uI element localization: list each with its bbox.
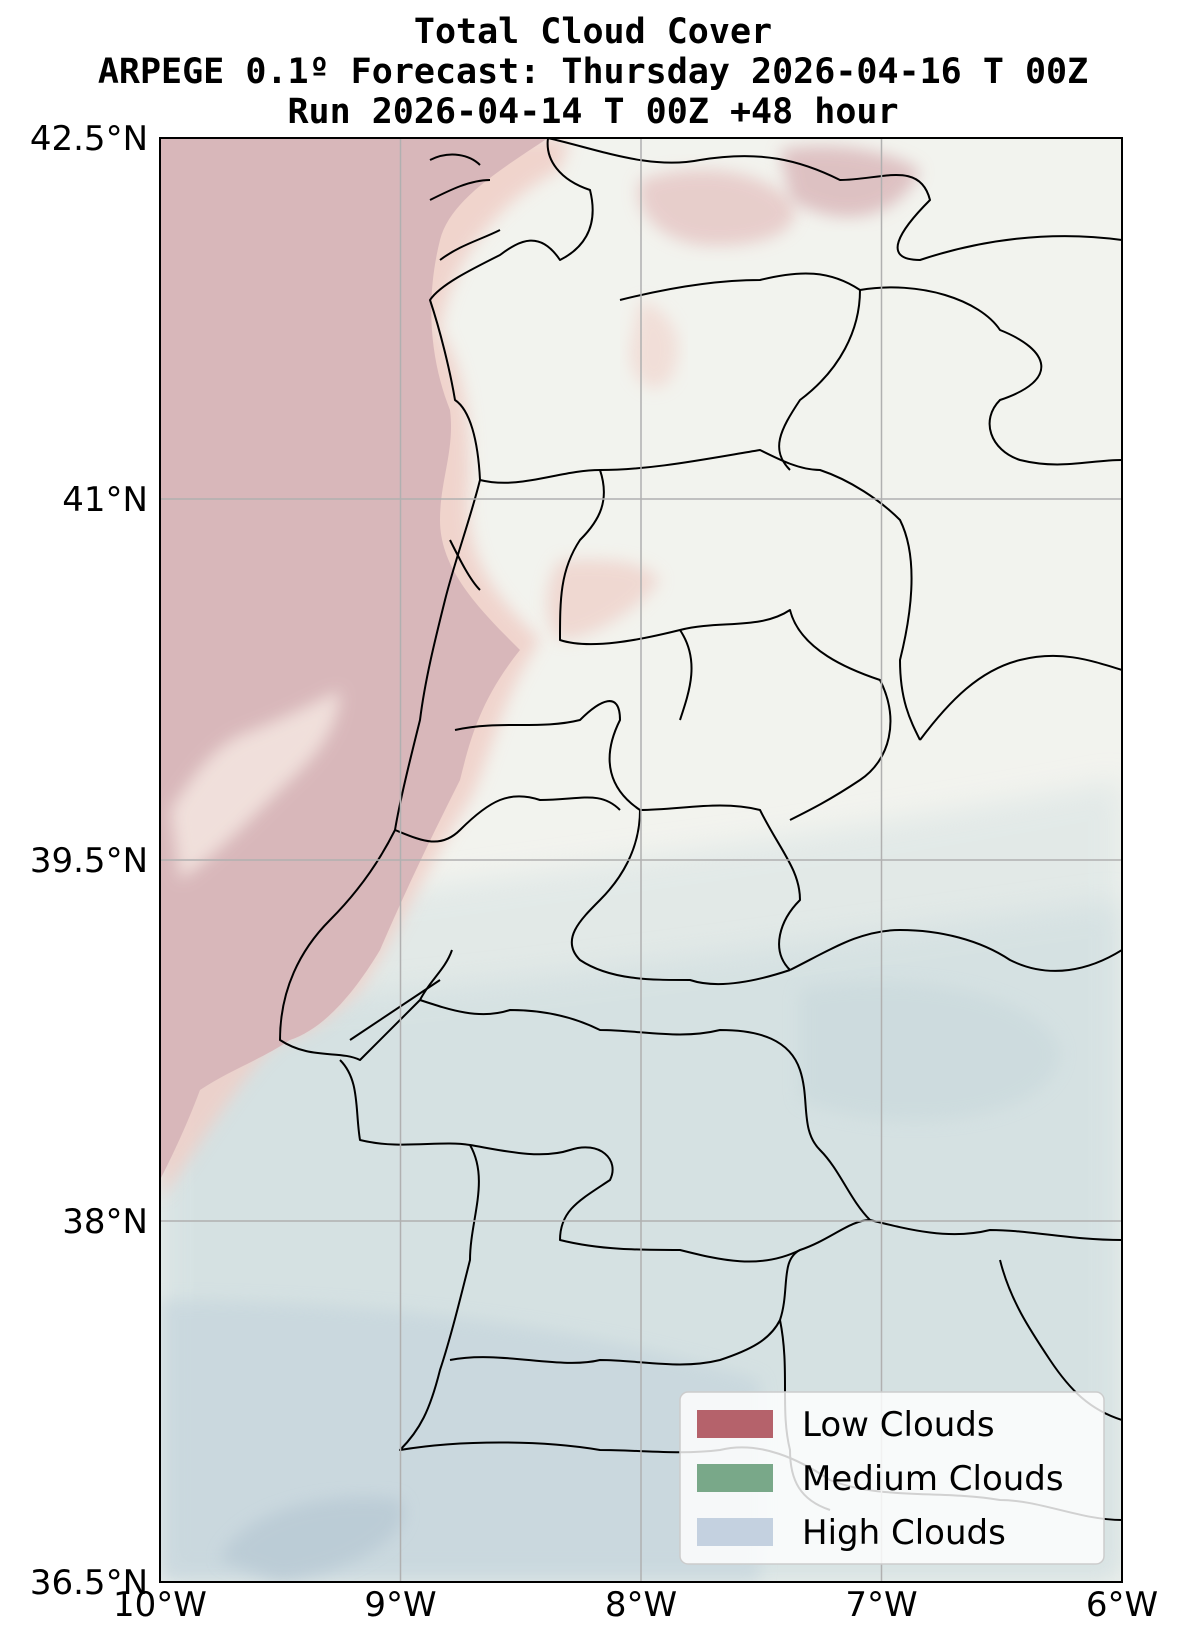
axis-ticks: 10°W 9°W 8°W 7°W 6°W 42.5°N 41°N 39.5°N 38°N 36.5… [30, 119, 1158, 1625]
district-border-1 [619, 272, 861, 471]
map-area [160, 138, 1122, 1582]
y-tick-label: 39.5°N [30, 841, 148, 881]
map-frame [159, 137, 1123, 1583]
coastline-west [279, 138, 594, 1061]
district-border-3 [479, 449, 921, 741]
x-tick-label: 7°W [845, 1585, 917, 1625]
district-border-11 [419, 999, 871, 1221]
district-border-9 [570, 809, 791, 986]
y-tick-label: 38°N [62, 1202, 148, 1242]
district-border-14 [449, 1249, 801, 1366]
low-cloud-gap-west [170, 690, 340, 880]
legend-swatch-medium-clouds [697, 1464, 773, 1492]
legend-label-high-clouds: High Clouds [802, 1513, 1006, 1553]
y-tick-label: 36.5°N [30, 1563, 148, 1603]
low-cloud-inland-north [638, 169, 795, 246]
legend-box [679, 1391, 1105, 1565]
district-border-8 [394, 795, 621, 843]
legend: Low Clouds Medium Clouds High Clouds [679, 1391, 1105, 1565]
ria-inlets [429, 153, 501, 261]
district-border-4 [559, 469, 693, 721]
title-line-1: Total Cloud Cover [413, 12, 773, 52]
low-cloud-inland-north-2 [630, 300, 679, 389]
y-tick-label: 41°N [62, 480, 148, 520]
y-tick-label: 42.5°N [30, 119, 148, 159]
x-tick-label: 10°W [113, 1585, 207, 1625]
low-cloud-inland-ne [780, 146, 920, 217]
district-border-13 [869, 1219, 1122, 1241]
district-border-12 [469, 1144, 871, 1263]
district-border-7 [919, 654, 1122, 741]
title-line-3: Run 2026-04-14 T 00Z +48 hour [287, 92, 899, 132]
high-cloud-patch-east [800, 982, 1060, 1121]
x-tick-label: 8°W [605, 1585, 677, 1625]
estuaries [349, 539, 481, 1041]
district-border-2 [859, 286, 1122, 466]
low-cloud-inland-center [546, 559, 660, 640]
title-line-2: ARPEGE 0.1º Forecast: Thursday 2026-04-1… [97, 52, 1089, 92]
legend-swatch-high-clouds [697, 1518, 773, 1546]
district-border-10 [789, 929, 1122, 972]
gridlines [160, 138, 1122, 1582]
high-cloud-patch-sw [220, 1497, 404, 1582]
border-north [547, 138, 1122, 261]
low-clouds-field [160, 138, 920, 1200]
x-tick-label: 9°W [364, 1585, 436, 1625]
legend-label-low-clouds: Low Clouds [802, 1405, 995, 1445]
district-border-5 [679, 609, 892, 821]
legend-swatch-low-clouds [697, 1410, 773, 1438]
x-tick-label: 6°W [1086, 1585, 1158, 1625]
low-cloud-core [160, 138, 548, 1180]
legend-label-medium-clouds: Medium Clouds [802, 1459, 1064, 1499]
